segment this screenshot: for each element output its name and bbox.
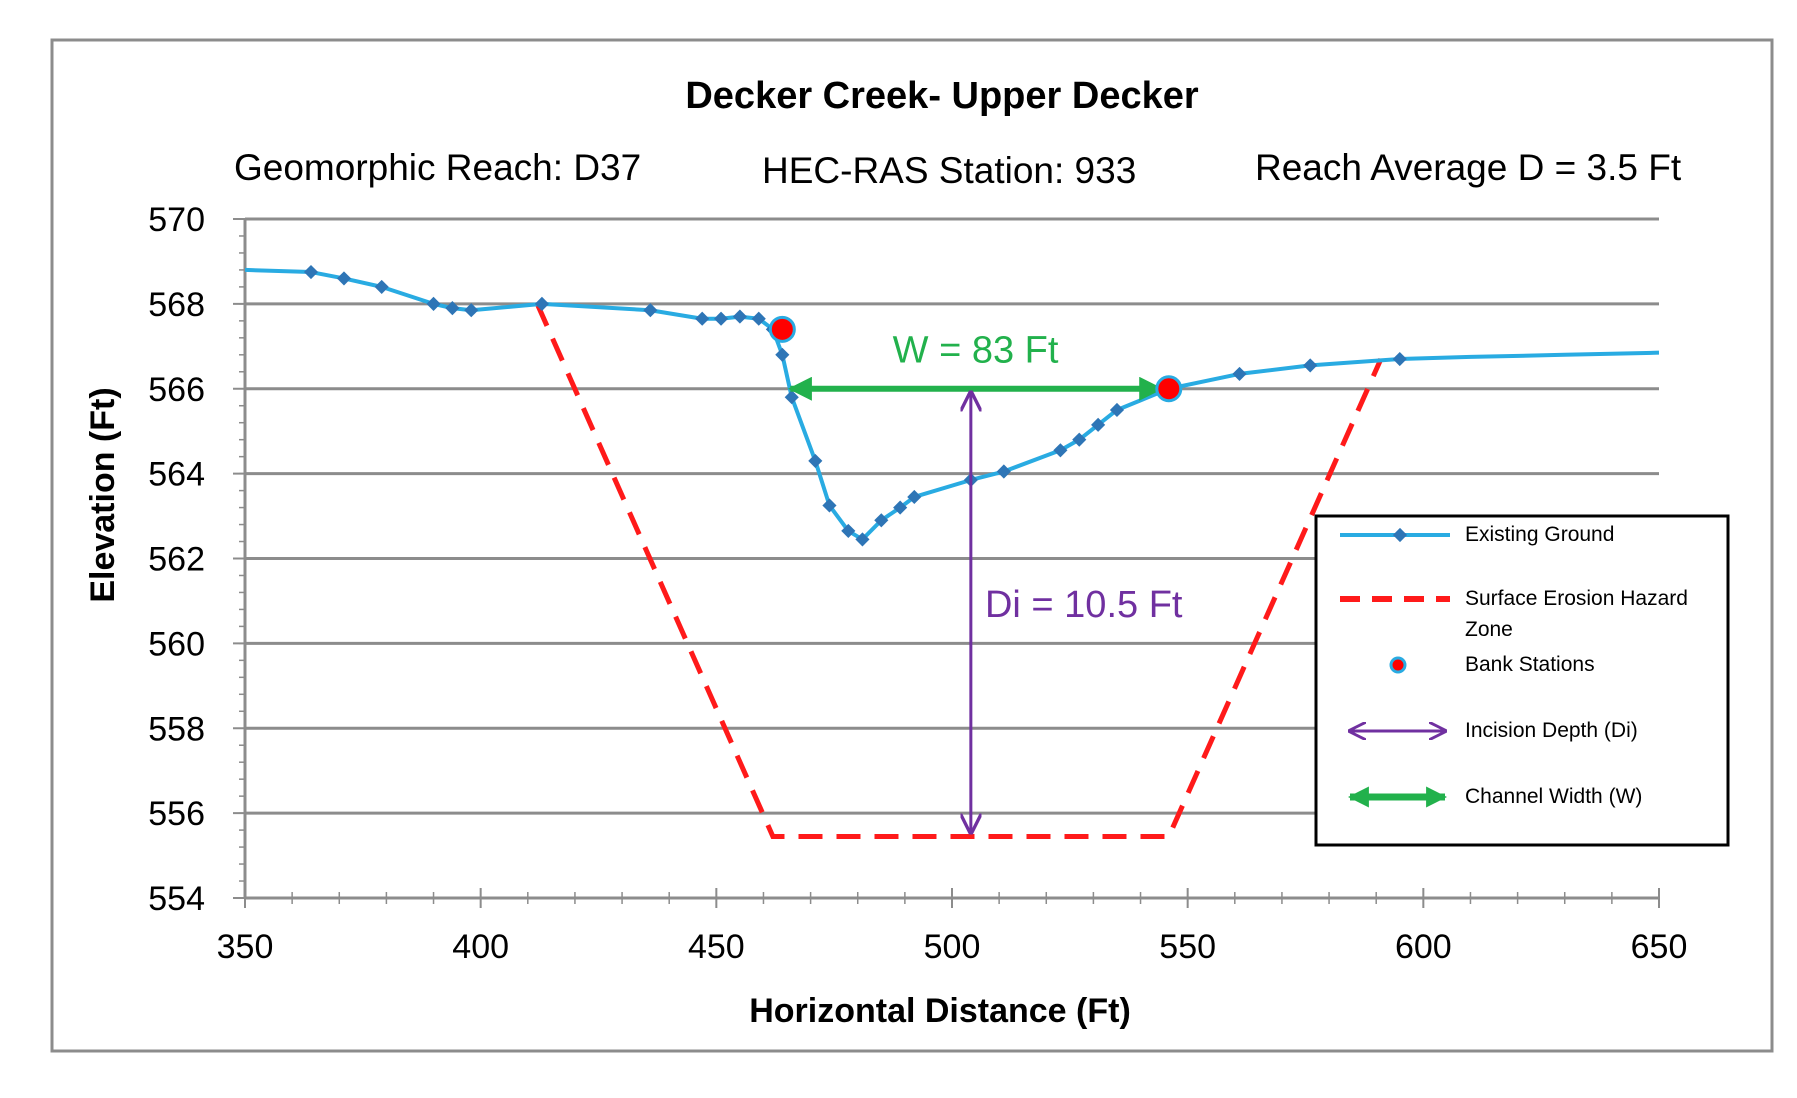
existing-ground-point xyxy=(303,264,319,280)
x-tick-label-350: 350 xyxy=(217,928,274,966)
legend-label-incision-depth: Incision Depth (Di) xyxy=(1465,719,1638,742)
existing-ground-point xyxy=(855,532,870,547)
existing-ground-point xyxy=(775,347,790,362)
existing-ground-point xyxy=(732,309,747,324)
existing-ground-point xyxy=(751,311,766,326)
subtitle-reach: Geomorphic Reach: D37 xyxy=(234,147,641,188)
y-tick-label-562: 562 xyxy=(148,541,205,579)
channel-width-label: W = 83 Ft xyxy=(893,330,1059,372)
existing-ground-point xyxy=(1091,417,1106,432)
y-tick-label-558: 558 xyxy=(148,710,205,748)
x-axis-label: Horizontal Distance (Ft) xyxy=(749,992,1131,1030)
existing-ground-point xyxy=(1232,366,1247,381)
erosion-hazard-zone-line xyxy=(534,302,1384,839)
y-tick-label-554: 554 xyxy=(148,880,205,918)
existing-ground-point xyxy=(695,311,710,326)
legend-label-existing-ground: Existing Ground xyxy=(1465,523,1614,546)
existing-ground-point xyxy=(426,296,441,311)
existing-ground-point xyxy=(1109,402,1125,418)
existing-ground-point xyxy=(336,271,352,286)
existing-ground-point xyxy=(841,523,856,538)
existing-ground-point xyxy=(1392,351,1407,367)
subtitle-station: HEC-RAS Station: 933 xyxy=(762,150,1136,191)
legend-label-erosion-hazard: Surface Erosion Hazard Zone xyxy=(1465,587,1694,641)
legend-marker-existing-ground xyxy=(1392,527,1408,543)
x-tick-label-450: 450 xyxy=(688,928,745,966)
y-tick-label-560: 560 xyxy=(148,625,205,663)
incision-depth-label: Di = 10.5 Ft xyxy=(985,584,1183,626)
x-tick-label-400: 400 xyxy=(452,928,509,966)
x-tick-label-550: 550 xyxy=(1159,928,1216,966)
existing-ground-point xyxy=(1053,443,1068,458)
existing-ground-point xyxy=(893,500,908,515)
legend-label-bank-stations: Bank Stations xyxy=(1465,653,1595,676)
existing-ground-point xyxy=(907,489,922,505)
bank-station-point xyxy=(768,315,796,343)
annotations: W = 83 Ft Di = 10.5 Ft xyxy=(768,315,1183,832)
legend-item-erosion-hazard: Surface Erosion Hazard Zone xyxy=(1340,587,1694,641)
existing-ground-point xyxy=(874,513,889,528)
y-tick-label-564: 564 xyxy=(148,456,205,494)
existing-ground-point xyxy=(374,279,389,294)
existing-ground-point xyxy=(808,453,823,468)
legend-item-channel-width: Channel Width (W) xyxy=(1347,785,1642,808)
x-tick-label-600: 600 xyxy=(1395,928,1452,966)
y-tick-label-556: 556 xyxy=(148,795,205,833)
existing-ground-point xyxy=(1072,432,1087,447)
legend-item-existing-ground: Existing Ground xyxy=(1340,523,1614,546)
chart-title: Decker Creek- Upper Decker xyxy=(685,75,1198,117)
existing-ground-point xyxy=(713,311,729,326)
legend-item-incision-depth: Incision Depth (Di) xyxy=(1350,719,1638,742)
existing-ground-point xyxy=(464,303,479,318)
legend-item-bank-stations: Bank Stations xyxy=(1389,653,1595,676)
existing-ground-point xyxy=(822,498,837,513)
y-axis-label: Elevation (Ft) xyxy=(84,387,122,602)
y-tick-label-570: 570 xyxy=(148,201,205,239)
existing-ground-point xyxy=(1303,358,1318,373)
x-tick-label-650: 650 xyxy=(1631,928,1688,966)
existing-ground-point xyxy=(643,303,658,318)
existing-ground-point xyxy=(445,301,460,316)
existing-ground-point xyxy=(534,296,550,311)
legend-label-channel-width: Channel Width (W) xyxy=(1465,785,1642,808)
legend-marker-bank-stations xyxy=(1389,656,1407,674)
existing-ground-point xyxy=(996,464,1011,479)
axes: 554 556 558 560 562 564 566 568 570 350 400 450 500 5… xyxy=(148,201,1687,966)
subtitle-average: Reach Average D = 3.5 Ft xyxy=(1255,147,1682,188)
bank-station-point xyxy=(1155,375,1183,403)
y-tick-label-566: 566 xyxy=(148,371,205,409)
x-tick-label-500: 500 xyxy=(924,928,981,966)
legend: Existing Ground Surface Erosion Hazard Z… xyxy=(1314,514,1730,847)
y-tick-label-568: 568 xyxy=(148,286,205,324)
